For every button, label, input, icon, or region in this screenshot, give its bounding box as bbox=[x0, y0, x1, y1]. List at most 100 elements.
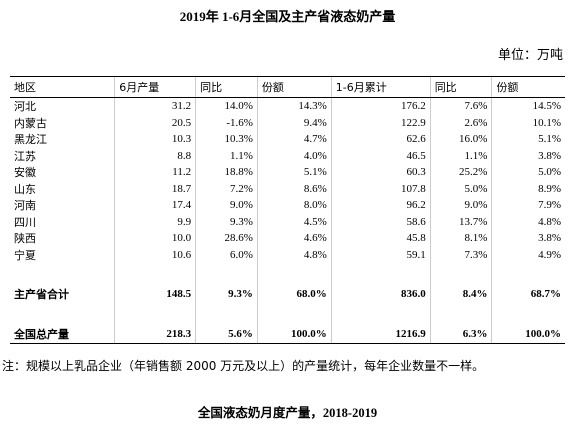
cell: 11.2 bbox=[114, 164, 196, 181]
cell: 1.1% bbox=[195, 147, 258, 164]
cell: 10.0 bbox=[114, 230, 196, 247]
cell: 3.8% bbox=[491, 147, 565, 164]
empty-cell bbox=[256, 263, 332, 285]
table-row: 黑龙江 10.3 10.3% 4.7% 62.6 16.0% 5.1% bbox=[10, 131, 565, 148]
table-row: 宁夏 10.6 6.0% 4.8% 59.1 7.3% 4.9% bbox=[10, 246, 565, 263]
cell: 68.0% bbox=[256, 285, 332, 303]
table-row: 陕西 10.0 28.6% 4.6% 45.8 8.1% 3.8% bbox=[10, 230, 565, 247]
cell: 20.5 bbox=[114, 114, 196, 131]
cell: 内蒙古 bbox=[14, 116, 47, 130]
cell: 4.6% bbox=[256, 230, 332, 247]
cell: 18.7 bbox=[114, 180, 196, 197]
cell: 100.0% bbox=[491, 325, 565, 344]
cell: 5.6% bbox=[195, 325, 258, 344]
cell: 62.6 bbox=[330, 131, 431, 148]
cell: 836.0 bbox=[330, 285, 431, 303]
cell: 107.8 bbox=[330, 180, 431, 197]
cell: 8.8 bbox=[114, 147, 196, 164]
cell: 5.0% bbox=[429, 180, 492, 197]
table-row: 山东 18.7 7.2% 8.6% 107.8 5.0% 8.9% bbox=[10, 180, 565, 197]
column-header: 份额 bbox=[491, 76, 565, 98]
cell: 山东 bbox=[14, 182, 36, 196]
cell: 10.6 bbox=[114, 246, 196, 263]
cell: 96.2 bbox=[330, 197, 431, 214]
cell: 全国总产量 bbox=[10, 325, 115, 344]
empty-cell bbox=[429, 263, 492, 285]
total-row: 主产省合计 148.5 9.3% 68.0% 836.0 8.4% 68.7% bbox=[10, 285, 565, 303]
cell: 28.6% bbox=[195, 230, 258, 247]
spacer-row bbox=[10, 263, 565, 285]
cell: 7.6% bbox=[429, 97, 492, 115]
cell: 9.3% bbox=[195, 213, 258, 230]
cell: 14.3% bbox=[256, 97, 332, 115]
cell: 45.8 bbox=[330, 230, 431, 247]
cell: 2.6% bbox=[429, 114, 492, 131]
title: 2019年 1-6月全国及主产省液态奶产量 bbox=[179, 9, 396, 24]
cell: 8.9% bbox=[491, 180, 565, 197]
cell: 9.9 bbox=[114, 213, 196, 230]
cell: 16.0% bbox=[429, 131, 492, 148]
cell: 河北 bbox=[14, 100, 36, 114]
cell: 218.3 bbox=[114, 325, 196, 344]
caption: 全国液态奶月度产量，2018-2019 bbox=[197, 406, 378, 420]
empty-cell bbox=[114, 303, 196, 325]
cell: 10.3 bbox=[114, 131, 196, 148]
cell: 6.0% bbox=[195, 246, 258, 263]
cell: 31.2 bbox=[114, 97, 196, 115]
cell: 13.7% bbox=[429, 213, 492, 230]
cell: 122.9 bbox=[330, 114, 431, 131]
cell: 安徽 bbox=[14, 166, 36, 180]
cell: 8.0% bbox=[256, 197, 332, 214]
column-header: 6月产量 bbox=[114, 76, 196, 98]
spacer-row bbox=[10, 303, 565, 325]
cell: 陕西 bbox=[14, 232, 36, 246]
cell: 1.1% bbox=[429, 147, 492, 164]
empty-cell bbox=[429, 303, 492, 325]
cell: 46.5 bbox=[330, 147, 431, 164]
cell: 7.2% bbox=[195, 180, 258, 197]
cell: 18.8% bbox=[195, 164, 258, 181]
cell: 7.3% bbox=[429, 246, 492, 263]
cell: 10.3% bbox=[195, 131, 258, 148]
cell: 176.2 bbox=[330, 97, 431, 115]
total-row: 全国总产量 218.3 5.6% 100.0% 1216.9 6.3% 100.0% bbox=[10, 325, 565, 344]
empty-cell bbox=[195, 263, 258, 285]
cell: 5.1% bbox=[491, 131, 565, 148]
empty-cell bbox=[330, 303, 431, 325]
cell: 宁夏 bbox=[14, 248, 36, 262]
cell: 黑龙江 bbox=[14, 133, 47, 147]
cell: 17.4 bbox=[114, 197, 196, 214]
cell: 9.3% bbox=[195, 285, 258, 303]
empty-cell bbox=[10, 263, 115, 285]
column-header: 同比 bbox=[195, 76, 258, 98]
table-row: 内蒙古 20.5 -1.6% 9.4% 122.9 2.6% 10.1% bbox=[10, 114, 565, 131]
empty-cell bbox=[256, 303, 332, 325]
table-row: 河南 17.4 9.0% 8.0% 96.2 9.0% 7.9% bbox=[10, 197, 565, 214]
table: 地区 6月产量 同比 份额 1-6月累计 同比 份额 河北 31.2 14.0% 14.3% 176.… bbox=[10, 76, 565, 344]
empty-cell bbox=[491, 263, 565, 285]
cell: 5.1% bbox=[256, 164, 332, 181]
cell: 25.2% bbox=[429, 164, 492, 181]
column-header: 同比 bbox=[429, 76, 492, 98]
cell: 10.1% bbox=[491, 114, 565, 131]
cell: 68.7% bbox=[491, 285, 565, 303]
empty-cell bbox=[330, 263, 431, 285]
cell: 4.8% bbox=[491, 213, 565, 230]
cell: 3.8% bbox=[491, 230, 565, 247]
cell: 7.9% bbox=[491, 197, 565, 214]
cell: 河南 bbox=[14, 199, 36, 213]
cell: 4.8% bbox=[256, 246, 332, 263]
table-row: 四川 9.9 9.3% 4.5% 58.6 13.7% 4.8% bbox=[10, 213, 565, 230]
cell: 8.4% bbox=[429, 285, 492, 303]
cell: 江苏 bbox=[14, 149, 36, 163]
column-header: 地区 bbox=[10, 76, 115, 98]
table-row: 安徽 11.2 18.8% 5.1% 60.3 25.2% 5.0% bbox=[10, 164, 565, 181]
column-header: 份额 bbox=[256, 76, 332, 98]
empty-cell bbox=[10, 303, 115, 325]
table-row: 河北 31.2 14.0% 14.3% 176.2 7.6% 14.5% bbox=[10, 97, 565, 115]
cell: 5.0% bbox=[491, 164, 565, 181]
note: 注：规模以上乳品企业（年销售额 2000 万元及以上）的产量统计，每年企业数量不… bbox=[2, 359, 485, 373]
empty-cell bbox=[491, 303, 565, 325]
cell: 4.0% bbox=[256, 147, 332, 164]
cell: 9.4% bbox=[256, 114, 332, 131]
